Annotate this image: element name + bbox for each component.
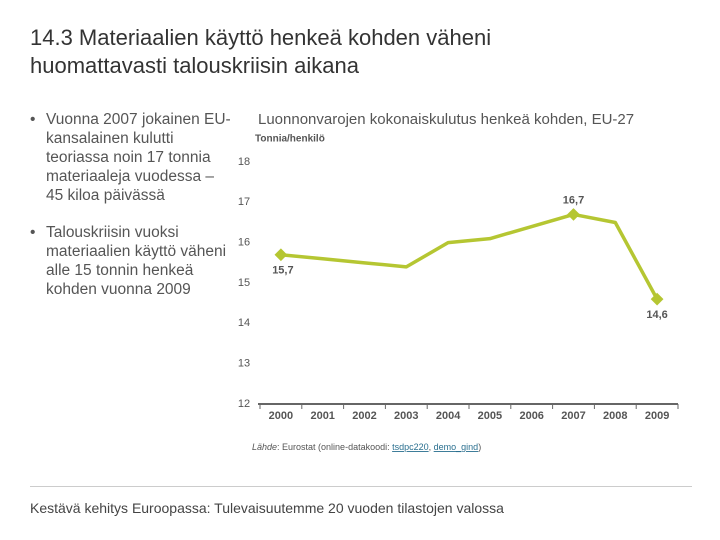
x-tick-label: 2006 xyxy=(519,410,543,422)
x-tick-label: 2004 xyxy=(436,410,461,422)
y-tick-label: 14 xyxy=(238,317,250,329)
value-label: 14,6 xyxy=(646,309,667,321)
y-tick-label: 18 xyxy=(238,156,250,168)
x-tick-label: 2003 xyxy=(394,410,418,422)
source-part: ) xyxy=(478,442,481,452)
x-tick-label: 2005 xyxy=(478,410,502,422)
slide-title: 14.3 Materiaalien käyttö henkeä kohden v… xyxy=(30,25,492,78)
y-tick-label: 13 xyxy=(238,358,250,370)
x-tick-label: 2000 xyxy=(269,410,293,422)
value-label: 16,7 xyxy=(563,194,584,206)
chart-title: Luonnonvarojen kokonaiskulutus henkeä ko… xyxy=(258,111,634,128)
bullet-list: Vuonna 2007 jokainen EU-kansalainen kulu… xyxy=(30,110,235,317)
source: Lähde: Eurostat (online-datakoodi: tsdpc… xyxy=(252,442,481,452)
value-label: 15,7 xyxy=(272,265,293,277)
source-part: Lähde xyxy=(252,442,277,452)
y-tick-label: 15 xyxy=(238,277,250,289)
bullet: Vuonna 2007 jokainen EU-kansalainen kulu… xyxy=(30,110,235,205)
y-tick-label: 12 xyxy=(238,398,250,410)
chart: Luonnonvarojen kokonaiskulutus henkeä ko… xyxy=(238,111,679,452)
source-link[interactable]: tsdpc220 xyxy=(392,442,429,452)
x-tick-label: 2001 xyxy=(310,410,334,422)
y-tick-label: 17 xyxy=(238,196,250,208)
divider xyxy=(30,486,692,487)
source-link[interactable]: demo_gind xyxy=(434,442,479,452)
y-axis-label: Tonnia/henkilö xyxy=(255,134,325,145)
footer: Kestävä kehitys Euroopassa: Tulevaisuute… xyxy=(30,500,504,516)
x-tick-label: 2002 xyxy=(352,410,376,422)
point-marker xyxy=(567,208,580,221)
source-part: : Eurostat (online-datakoodi: xyxy=(277,442,392,452)
point-marker xyxy=(274,248,288,262)
x-tick-label: 2008 xyxy=(603,410,627,422)
data-line xyxy=(280,212,659,300)
x-tick-label: 2007 xyxy=(561,410,585,422)
bullet: Talouskriisin vuoksi materiaalien käyttö… xyxy=(30,223,235,299)
y-tick-label: 16 xyxy=(238,237,250,249)
x-tick-label: 2009 xyxy=(645,410,669,422)
point-marker xyxy=(650,292,664,306)
source-part: , xyxy=(429,442,434,452)
